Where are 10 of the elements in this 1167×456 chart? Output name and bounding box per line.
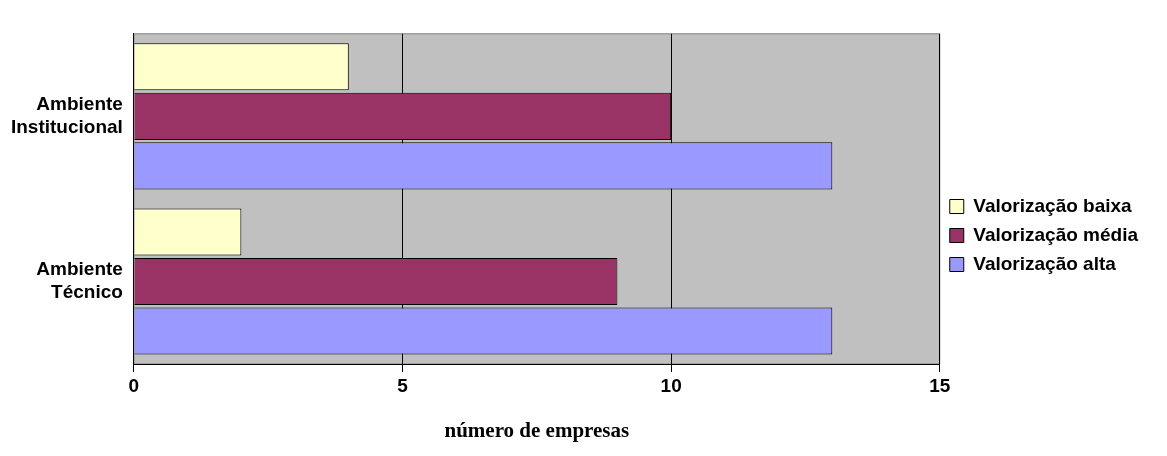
legend-label: Valorização baixa xyxy=(973,194,1133,216)
y-tick-label: Ambiente Institucional xyxy=(10,93,123,137)
x-axis-title: número de empresas xyxy=(444,417,630,442)
x-tick-label: 15 xyxy=(929,374,951,396)
legend-label: Valorização média xyxy=(973,223,1139,245)
y-tick-label: Ambiente Técnico xyxy=(36,258,123,303)
legend-label: Valorização alta xyxy=(973,252,1117,274)
x-tick-label: 0 xyxy=(128,374,140,396)
x-tick-label: 10 xyxy=(660,374,682,396)
x-tick-label: 5 xyxy=(397,374,409,396)
